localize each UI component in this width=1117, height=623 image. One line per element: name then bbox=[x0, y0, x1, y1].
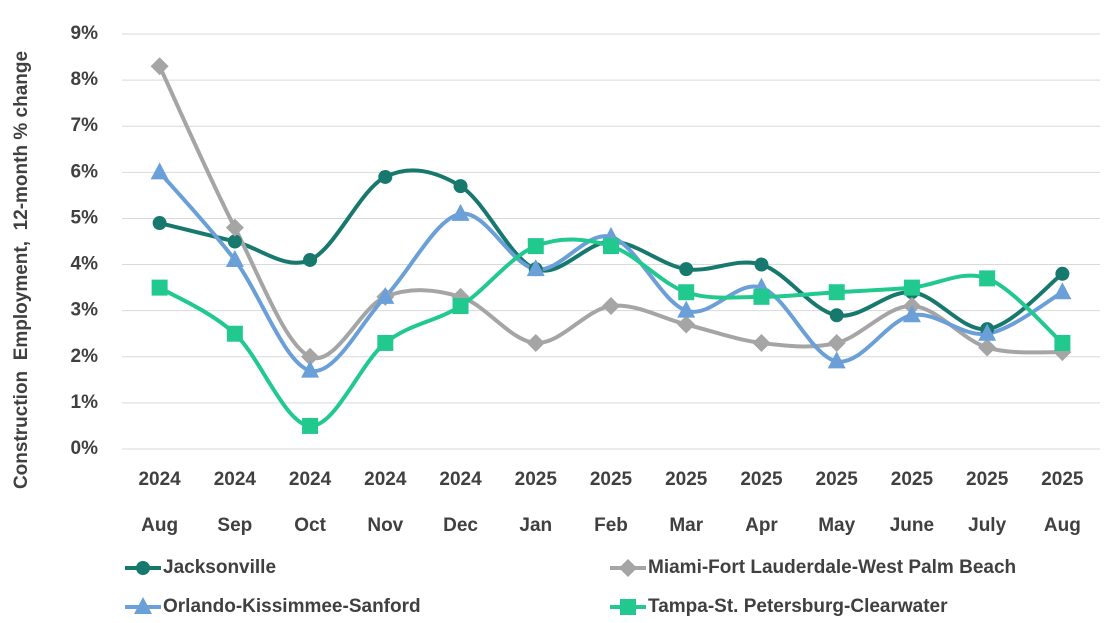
data-point bbox=[152, 216, 167, 231]
y-tick-label: 3% bbox=[71, 300, 99, 321]
data-point bbox=[225, 218, 244, 237]
x-tick-month: July bbox=[968, 515, 1006, 536]
x-tick-year: 2024 bbox=[364, 469, 407, 490]
x-tick-year: 2024 bbox=[138, 469, 181, 490]
data-point bbox=[602, 297, 620, 316]
data-point bbox=[828, 284, 845, 301]
data-point bbox=[302, 417, 319, 434]
y-tick-label: 1% bbox=[71, 392, 99, 413]
data-point bbox=[827, 333, 846, 352]
data-point bbox=[677, 300, 696, 318]
data-point bbox=[151, 279, 168, 296]
data-point bbox=[227, 234, 242, 249]
data-point bbox=[677, 315, 696, 334]
data-point bbox=[376, 286, 395, 304]
data-point bbox=[527, 238, 544, 255]
legend-marker bbox=[620, 599, 636, 615]
data-point bbox=[978, 323, 997, 341]
data-point bbox=[903, 279, 920, 296]
data-point bbox=[225, 249, 244, 267]
x-tick-month: June bbox=[890, 515, 934, 536]
x-tick-year: 2025 bbox=[1041, 469, 1084, 490]
data-point bbox=[829, 308, 844, 323]
y-tick-label: 9% bbox=[71, 23, 99, 44]
x-tick-month: Aug bbox=[1044, 515, 1081, 536]
y-tick-label: 6% bbox=[71, 161, 99, 182]
data-point bbox=[452, 298, 469, 315]
x-tick-month: Feb bbox=[594, 515, 628, 536]
x-tick-year: 2025 bbox=[590, 469, 633, 490]
data-point bbox=[603, 238, 619, 255]
x-tick-month: Aug bbox=[141, 515, 178, 536]
data-point bbox=[377, 334, 394, 351]
legend-label: Orlando-Kissimmee-Sanford bbox=[163, 596, 421, 617]
x-tick-year: 2025 bbox=[665, 469, 708, 490]
data-point bbox=[150, 57, 169, 76]
data-point bbox=[979, 270, 996, 287]
x-tick-year: 2025 bbox=[966, 469, 1009, 490]
data-point bbox=[226, 325, 243, 342]
data-point bbox=[679, 262, 694, 277]
legend-label: Jacksonville bbox=[163, 557, 276, 578]
data-point bbox=[453, 179, 468, 194]
data-point bbox=[378, 169, 393, 184]
data-point bbox=[754, 257, 769, 272]
data-point bbox=[678, 284, 695, 301]
x-tick-month: Mar bbox=[669, 515, 703, 536]
x-tick-year: 2024 bbox=[289, 469, 332, 490]
data-point bbox=[1055, 266, 1070, 281]
data-point bbox=[301, 360, 320, 378]
data-point bbox=[451, 203, 470, 221]
x-tick-year: 2024 bbox=[214, 469, 257, 490]
y-tick-label: 7% bbox=[71, 115, 99, 136]
y-tick-label: 5% bbox=[71, 207, 99, 228]
x-tick-month: Nov bbox=[367, 515, 403, 536]
data-point bbox=[752, 333, 771, 352]
y-axis-label: Construction Employment, 12-month % chan… bbox=[11, 51, 32, 489]
x-tick-month: Oct bbox=[294, 515, 326, 536]
data-point bbox=[827, 351, 846, 369]
data-point bbox=[978, 338, 997, 357]
data-point bbox=[1054, 334, 1071, 351]
x-tick-year: 2025 bbox=[891, 469, 934, 490]
x-tick-year: 2025 bbox=[515, 469, 558, 490]
legend-marker bbox=[136, 561, 150, 575]
y-tick-label: 0% bbox=[71, 438, 99, 459]
x-tick-month: Apr bbox=[745, 515, 778, 536]
x-tick-month: May bbox=[818, 515, 855, 536]
y-tick-label: 8% bbox=[71, 69, 99, 90]
data-point bbox=[301, 347, 320, 366]
legend-label: Tampa-St. Petersburg-Clearwater bbox=[648, 596, 948, 617]
y-tick-label: 2% bbox=[71, 346, 99, 367]
x-tick-year: 2024 bbox=[439, 469, 482, 490]
data-point bbox=[303, 252, 318, 267]
x-tick-month: Sep bbox=[217, 515, 252, 536]
data-point bbox=[1053, 282, 1072, 300]
legend-label: Miami-Fort Lauderdale-West Palm Beach bbox=[648, 557, 1016, 578]
data-point bbox=[150, 162, 169, 180]
data-point bbox=[753, 288, 770, 305]
legend-marker bbox=[134, 597, 152, 614]
legend-marker bbox=[619, 559, 637, 577]
x-tick-year: 2025 bbox=[816, 469, 859, 490]
data-point bbox=[902, 305, 921, 323]
data-point bbox=[526, 259, 545, 277]
x-tick-month: Jan bbox=[519, 515, 552, 536]
y-tick-label: 4% bbox=[71, 254, 99, 275]
data-point bbox=[526, 333, 545, 352]
x-tick-year: 2025 bbox=[740, 469, 783, 490]
series-line bbox=[158, 237, 1064, 428]
x-tick-month: Dec bbox=[443, 515, 478, 536]
